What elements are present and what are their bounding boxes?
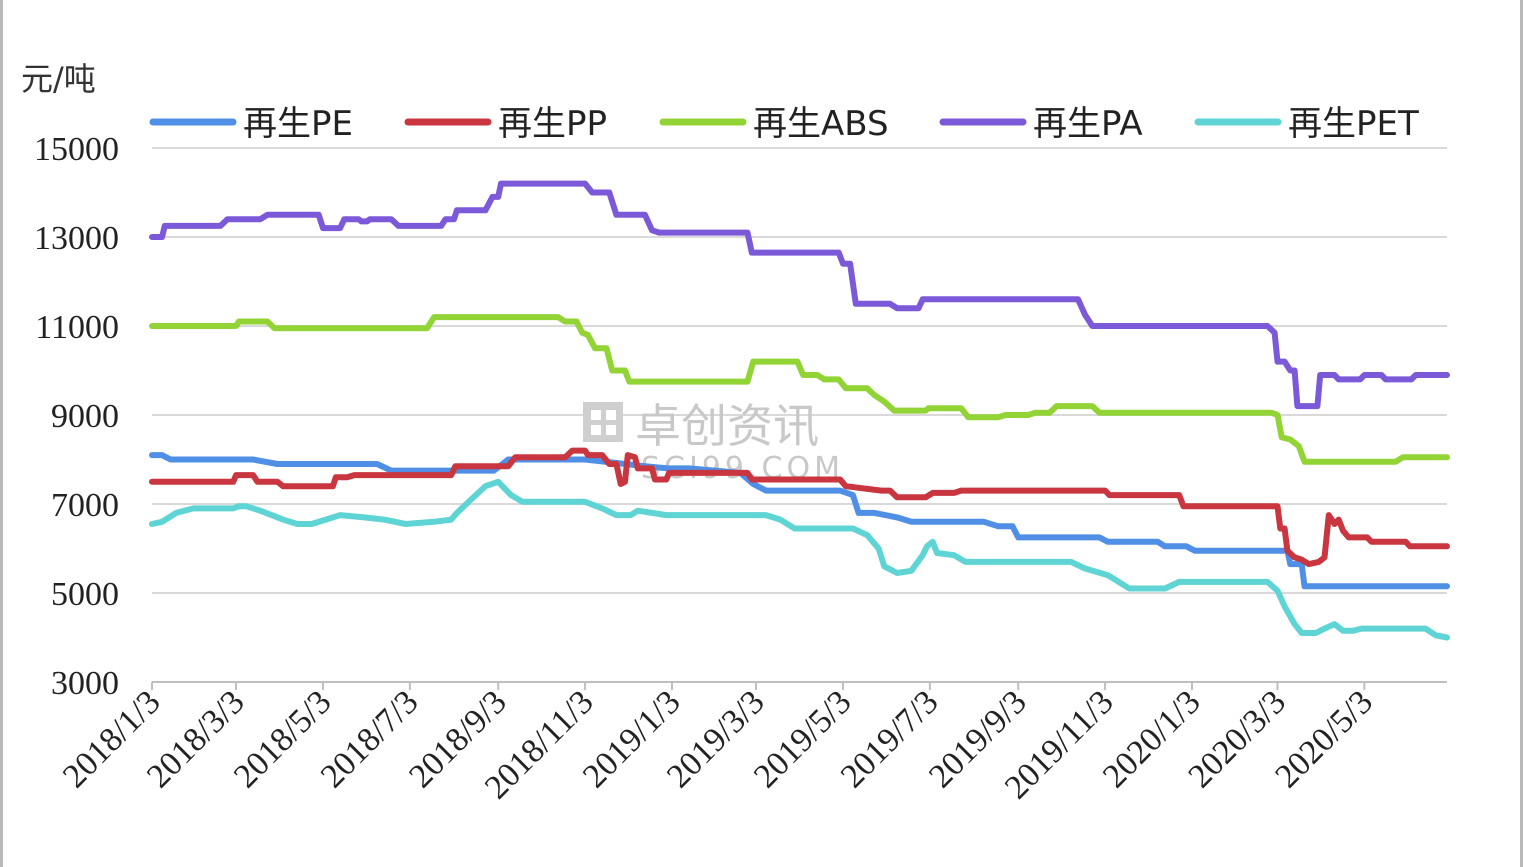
series-line-5 (149, 478, 1450, 641)
legend-label: 再生PET (1288, 104, 1419, 144)
watermark-main-text: 卓创资讯 (635, 399, 819, 453)
series-line-2 (149, 447, 1450, 568)
y-tick-label: 15000 (34, 131, 119, 168)
y-tick-label: 7000 (51, 487, 119, 524)
y-tick-label: 13000 (34, 220, 119, 257)
legend-label: 再生PE (243, 104, 353, 144)
series-line-3 (149, 314, 1450, 465)
legend-label: 再生PP (498, 104, 607, 144)
x-axis (151, 681, 1447, 690)
x-tick-label: 2019/5/3 (747, 683, 859, 795)
x-tick-label: 2018/7/3 (314, 683, 426, 795)
legend: 再生PE 再生PP 再生ABS 再生PA 再生PET (149, 104, 1419, 144)
series-line-4 (149, 180, 1450, 410)
x-tick-label: 2019/7/3 (834, 683, 946, 795)
price-line-chart: 卓创资讯 SCI99.COM 3000500070009000110001300… (21, 60, 1450, 806)
series-lines (149, 180, 1450, 641)
y-tick-label: 9000 (51, 398, 119, 435)
x-tick-label: 2020/5/3 (1268, 683, 1380, 795)
series-line-1 (149, 452, 1450, 590)
x-axis-tick-labels: 2018/1/32018/3/32018/5/32018/7/32018/9/3… (56, 683, 1380, 806)
sci99-logo-icon (583, 402, 623, 442)
x-tick-label: 2018/5/3 (227, 683, 339, 795)
legend-label: 再生PA (1033, 104, 1143, 144)
legend-label: 再生ABS (753, 104, 889, 144)
y-tick-label: 11000 (35, 309, 119, 346)
y-tick-label: 5000 (51, 576, 119, 613)
y-axis-unit-label: 元/吨 (21, 60, 96, 98)
y-axis-tick-labels: 3000 5000 7000 9000 11000 13000 15000 (34, 131, 119, 702)
y-tick-label: 3000 (51, 665, 119, 702)
